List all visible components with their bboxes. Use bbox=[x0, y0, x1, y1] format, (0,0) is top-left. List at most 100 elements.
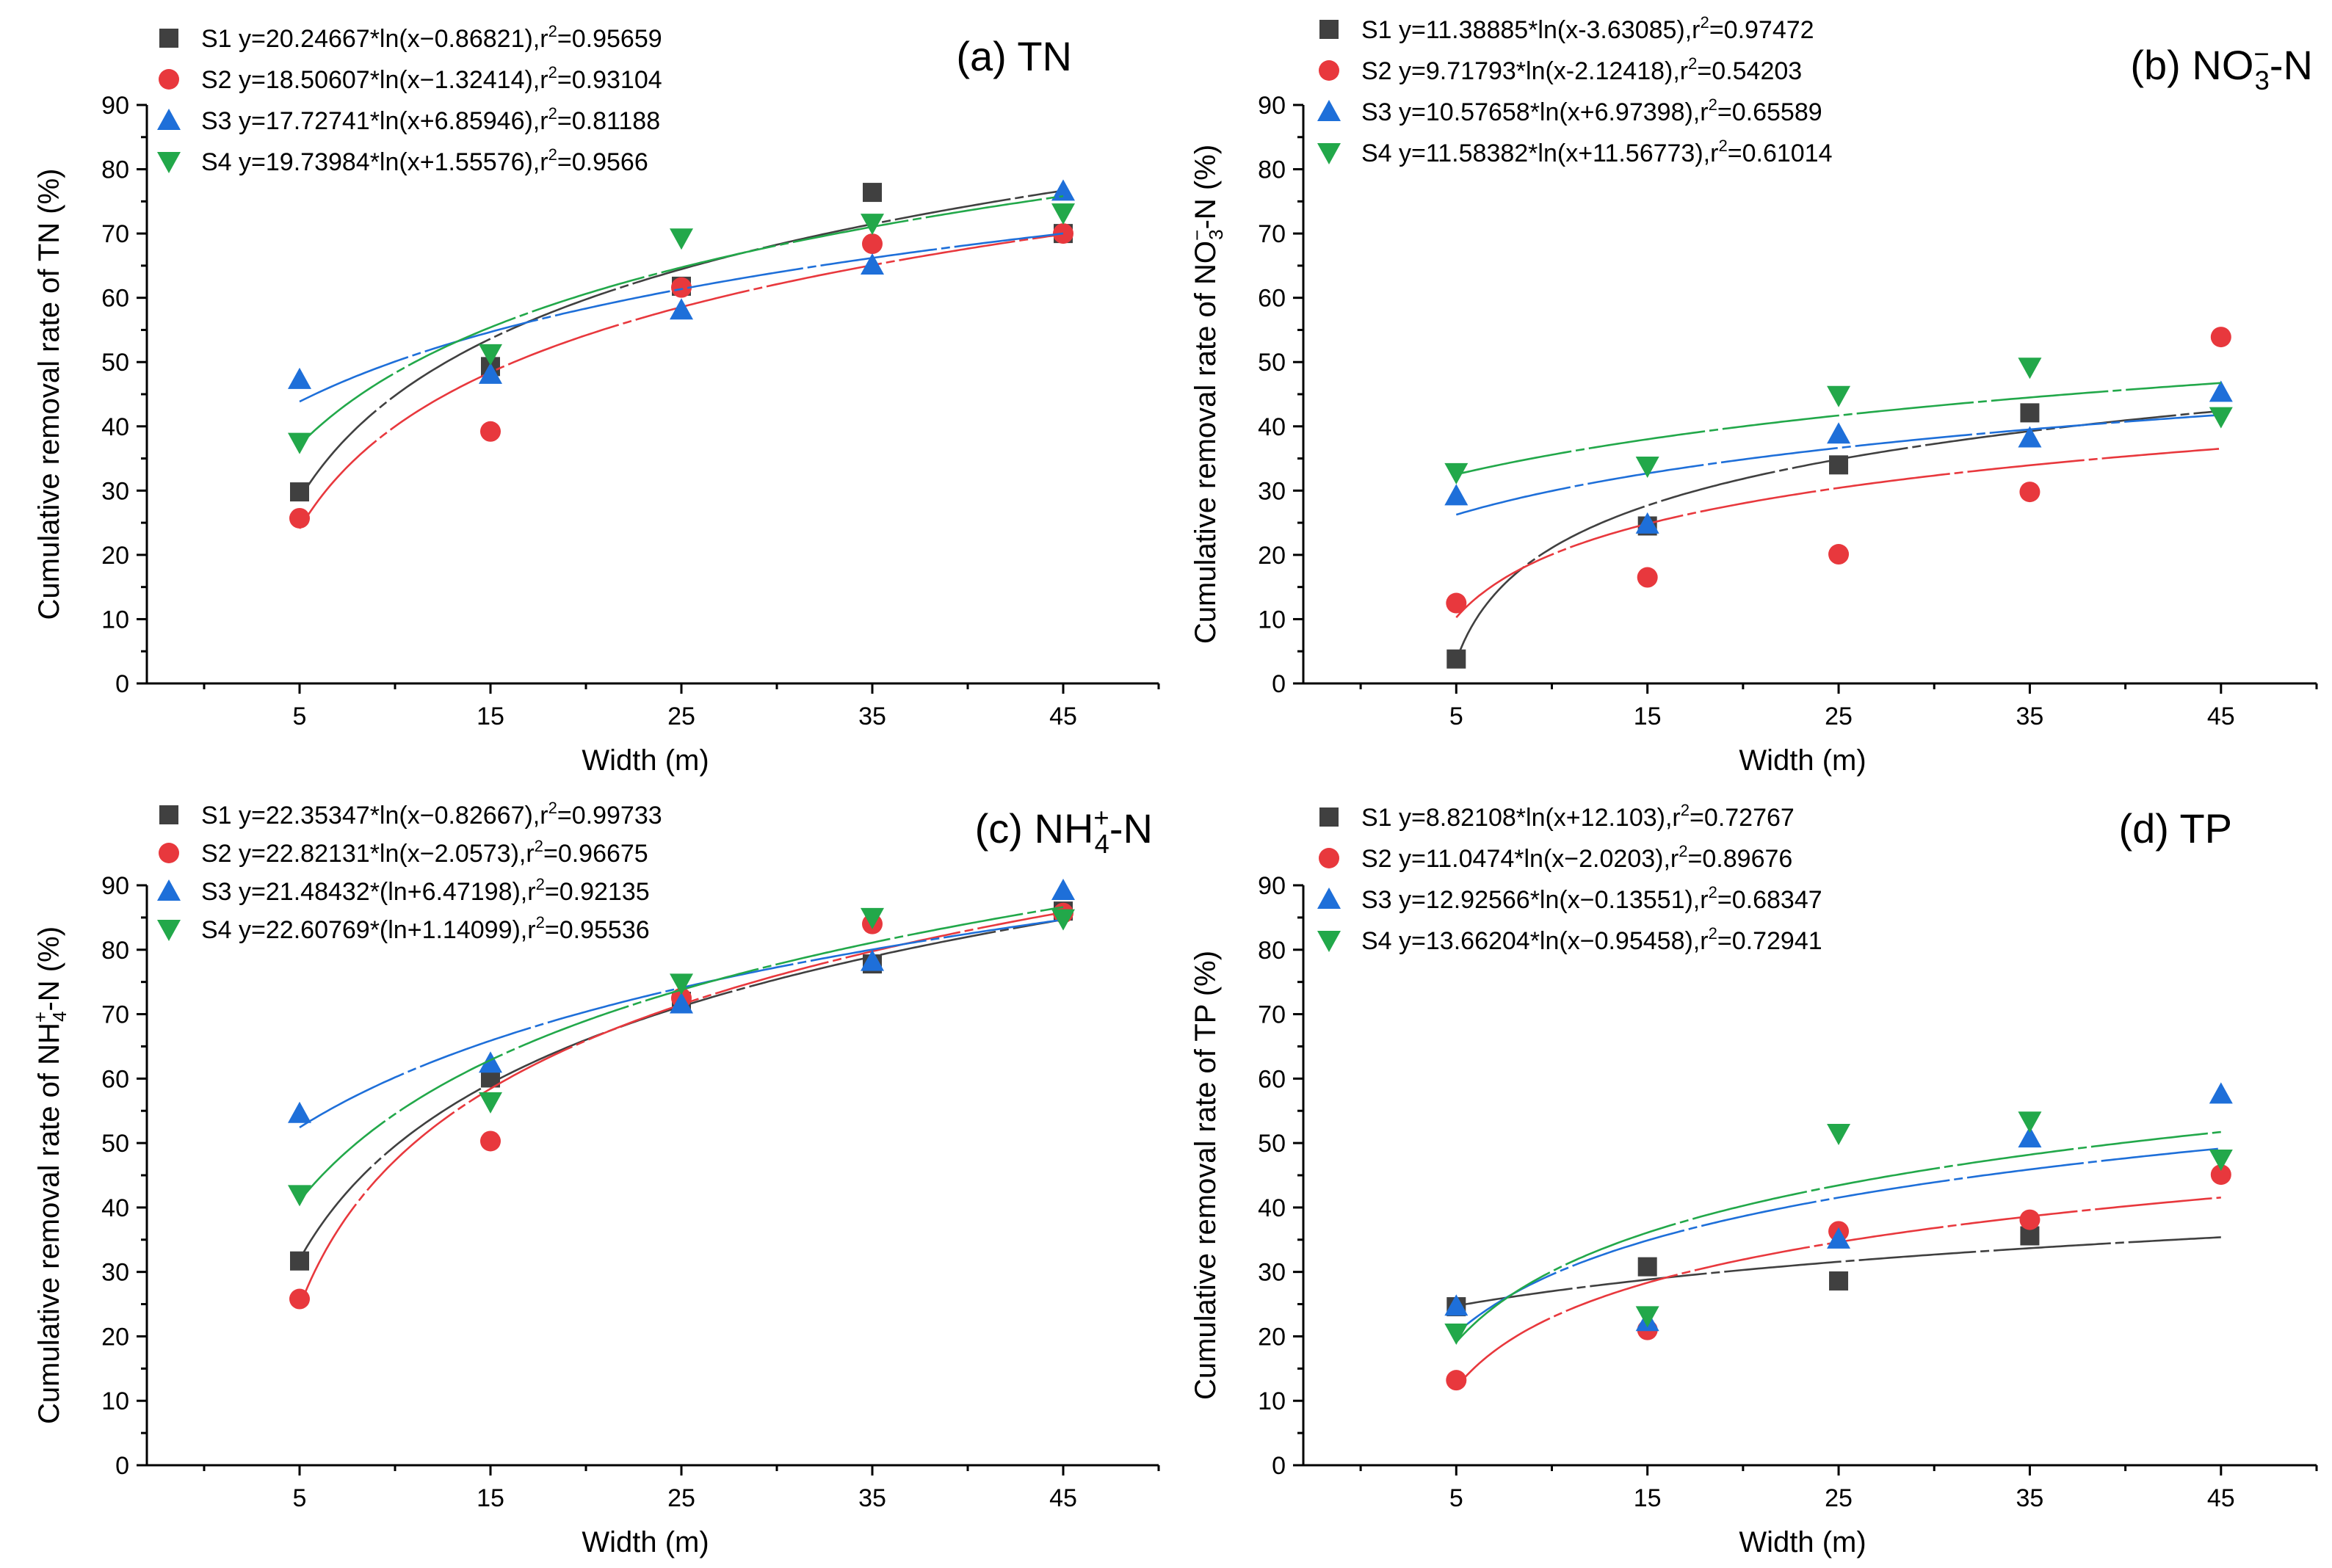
legend-equation: S1 y=22.35347*ln(x−0.82667),r bbox=[201, 802, 548, 830]
data-point-s4 bbox=[2209, 407, 2233, 429]
data-point-s3 bbox=[2209, 380, 2233, 402]
legend-r2-superscript: 2 bbox=[536, 913, 545, 932]
legend-marker-s3 bbox=[1317, 100, 1341, 121]
panel-c: 0 10 20 30 40 50 60 70 80 90 5 15 25 35 45 Width (m) Cum… bbox=[29, 799, 1160, 1558]
data-point-s2 bbox=[1637, 567, 1658, 588]
legend-r2-superscript: 2 bbox=[1709, 95, 1717, 114]
legend-equation: S1 y=8.82108*ln(x+12.103),r bbox=[1361, 804, 1681, 832]
data-point-s1 bbox=[290, 482, 309, 502]
panel-title-text: (b) NO bbox=[2130, 42, 2253, 88]
data-point-s4 bbox=[1827, 385, 1851, 407]
legend-entry-s4: S4 y=11.58382*ln(x+11.56773),r2=0.61014 bbox=[1361, 137, 1833, 167]
legend-marker-s1 bbox=[159, 805, 178, 824]
y-tick-label: 0 bbox=[1272, 1452, 1286, 1480]
y-tick-label: 30 bbox=[1258, 477, 1286, 505]
legend-r2-superscript: 2 bbox=[1701, 13, 1709, 32]
data-point-s2 bbox=[1828, 544, 1850, 565]
legend-equation: S2 y=11.0474*ln(x−2.0203),r bbox=[1361, 845, 1679, 873]
data-point-s3 bbox=[861, 949, 884, 971]
legend-marker-s4 bbox=[157, 920, 181, 941]
legend-r2-superscript: 2 bbox=[1718, 137, 1727, 155]
legend-marker-s3 bbox=[157, 109, 181, 130]
x-tick-label: 15 bbox=[477, 1484, 504, 1512]
legend-r2-value: 0.97472 bbox=[1724, 16, 1814, 44]
panel-a: 0 10 20 30 40 50 60 70 80 90 5 15 25 35 45 Width (m) Cum… bbox=[33, 22, 1160, 777]
y-tick-label: 0 bbox=[115, 670, 129, 698]
series-s4 bbox=[1444, 357, 2233, 484]
y-axis-title-suffix: -N (%) bbox=[33, 926, 65, 1012]
data-point-s4 bbox=[1827, 1123, 1851, 1145]
legend-equals: = bbox=[557, 25, 572, 53]
legend-r2-superscript: 2 bbox=[1688, 54, 1697, 73]
y-tick-label: 20 bbox=[1258, 1323, 1286, 1351]
legend-r2-superscript: 2 bbox=[536, 875, 545, 893]
x-tick-label: 15 bbox=[1634, 1484, 1662, 1512]
x-tick-label: 5 bbox=[293, 703, 307, 730]
legend-equals: = bbox=[545, 916, 560, 944]
y-axis-title-subscript: 4 bbox=[48, 1012, 70, 1022]
panel-title-superscript: + bbox=[1093, 802, 1109, 832]
legend-equation: S4 y=13.66204*ln(x−0.95458),r bbox=[1361, 927, 1709, 955]
data-point-s2 bbox=[1446, 1370, 1467, 1391]
data-point-s3 bbox=[1051, 879, 1075, 901]
x-tick-label: 25 bbox=[667, 703, 695, 730]
panel-b: 0 10 20 30 40 50 60 70 80 90 5 15 25 35 45 Width (m) Cum… bbox=[1186, 13, 2318, 777]
y-tick-label: 70 bbox=[101, 220, 129, 248]
legend-r2-value: 0.72767 bbox=[1704, 804, 1795, 832]
data-point-s2 bbox=[480, 1130, 501, 1152]
legend-entry-s4: S4 y=22.60769*(ln+1.14099),r2=0.95536 bbox=[201, 913, 650, 944]
legend-entry-s1: S1 y=11.38885*ln(x-3.63085),r2=0.97472 bbox=[1361, 13, 1814, 44]
x-tick-label: 25 bbox=[667, 1484, 695, 1512]
legend-equals: = bbox=[1690, 804, 1704, 832]
data-point-s4 bbox=[2209, 1150, 2233, 1172]
y-tick-label: 90 bbox=[1258, 872, 1286, 900]
legend-marker-s3 bbox=[157, 879, 181, 901]
data-point-s2 bbox=[862, 233, 883, 255]
panel-d: 0 10 20 30 40 50 60 70 80 90 5 15 25 35 45 Width (m) Cum… bbox=[1189, 801, 2318, 1558]
x-axis-title: Width (m) bbox=[1739, 1526, 1866, 1558]
data-point-s2 bbox=[2210, 327, 2231, 348]
y-axis-title-suffix: -N (%) bbox=[1189, 145, 1222, 230]
legend-r2-value: 0.65589 bbox=[1732, 98, 1822, 126]
legend-equals: = bbox=[557, 148, 572, 176]
legend-equation: S4 y=11.58382*ln(x+11.56773),r bbox=[1361, 139, 1718, 167]
panel-title-text: (a) TN bbox=[956, 33, 1072, 79]
legend-marker-s1 bbox=[1319, 20, 1339, 39]
data-point-s4 bbox=[670, 228, 693, 250]
legend-entry-s1: S1 y=20.24667*ln(x−0.86821),r2=0.95659 bbox=[201, 22, 662, 53]
fit-curve-s1 bbox=[298, 189, 1064, 500]
legend-r2-superscript: 2 bbox=[535, 837, 543, 855]
y-tick-label: 10 bbox=[1258, 606, 1286, 634]
y-tick-label: 10 bbox=[1258, 1387, 1286, 1415]
legend-entry-s2: S2 y=11.0474*ln(x−2.0203),r2=0.89676 bbox=[1361, 842, 1792, 873]
data-point-s3 bbox=[479, 362, 502, 384]
data-point-s3 bbox=[1444, 484, 1469, 506]
series-s3 bbox=[1444, 380, 2233, 534]
panel-title-text: (d) TP bbox=[2118, 805, 2232, 852]
y-tick-label: 90 bbox=[101, 872, 129, 900]
fit-curve-s4 bbox=[1455, 1130, 2221, 1343]
x-tick-label: 45 bbox=[2207, 703, 2235, 730]
data-point-s2 bbox=[671, 277, 692, 298]
legend-r2-value: 0.93104 bbox=[572, 66, 662, 94]
data-point-s4 bbox=[861, 214, 884, 236]
data-point-s4 bbox=[1635, 1306, 1659, 1328]
data-point-s2 bbox=[480, 421, 501, 442]
panel-title-superscript: − bbox=[2253, 39, 2269, 69]
legend-equals: = bbox=[1688, 845, 1703, 873]
legend-entry-s3: S3 y=12.92566*ln(x−0.13551),r2=0.68347 bbox=[1361, 883, 1822, 914]
fit-curve-s1 bbox=[298, 918, 1064, 1260]
panel-title: (b) NO− 3-N bbox=[2130, 39, 2313, 95]
legend-equation: S4 y=22.60769*(ln+1.14099),r bbox=[201, 916, 536, 944]
x-tick-label: 5 bbox=[1449, 1484, 1463, 1512]
legend-marker-s4 bbox=[1317, 931, 1341, 952]
y-tick-label: 40 bbox=[1258, 1194, 1286, 1222]
data-point-s4 bbox=[1444, 1324, 1469, 1346]
legend-r2-value: 0.92135 bbox=[560, 878, 650, 906]
data-point-s4 bbox=[479, 344, 502, 366]
legend-equation: S1 y=20.24667*ln(x−0.86821),r bbox=[201, 25, 548, 53]
y-tick-label: 60 bbox=[101, 1065, 129, 1093]
x-axis-title: Width (m) bbox=[582, 1526, 709, 1558]
legend-equation: S2 y=9.71793*ln(x-2.12418),r bbox=[1361, 57, 1688, 85]
x-tick-label: 5 bbox=[1449, 703, 1463, 730]
